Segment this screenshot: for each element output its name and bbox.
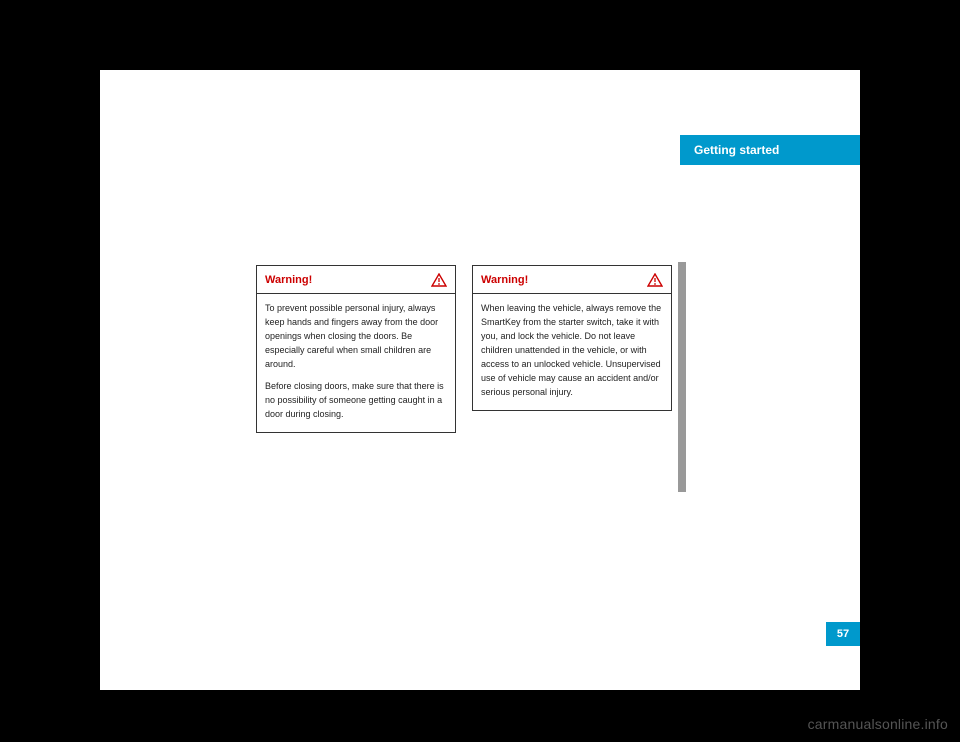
warning-header: Warning! [473, 266, 671, 294]
manual-page: Getting started Warning! To prevent poss… [100, 70, 860, 690]
warning-paragraph: When leaving the vehicle, always remove … [481, 302, 663, 400]
warning-title: Warning! [265, 274, 312, 286]
warning-title: Warning! [481, 274, 528, 286]
warning-triangle-icon [647, 273, 663, 287]
scroll-indicator [678, 262, 686, 492]
warning-box-1: Warning! To prevent possible personal in… [256, 265, 456, 433]
warning-paragraph: To prevent possible personal injury, alw… [265, 302, 447, 372]
page-number-badge: 57 [826, 622, 860, 646]
watermark-text: carmanualsonline.info [808, 716, 948, 732]
warning-triangle-icon [431, 273, 447, 287]
warning-body: To prevent possible personal injury, alw… [257, 294, 455, 432]
warning-paragraph: Before closing doors, make sure that the… [265, 380, 447, 422]
section-header-tab: Getting started [680, 135, 860, 165]
warning-box-2: Warning! When leaving the vehicle, alway… [472, 265, 672, 411]
warning-body: When leaving the vehicle, always remove … [473, 294, 671, 410]
section-title: Getting started [694, 143, 779, 157]
page-number: 57 [837, 628, 849, 640]
warning-header: Warning! [257, 266, 455, 294]
